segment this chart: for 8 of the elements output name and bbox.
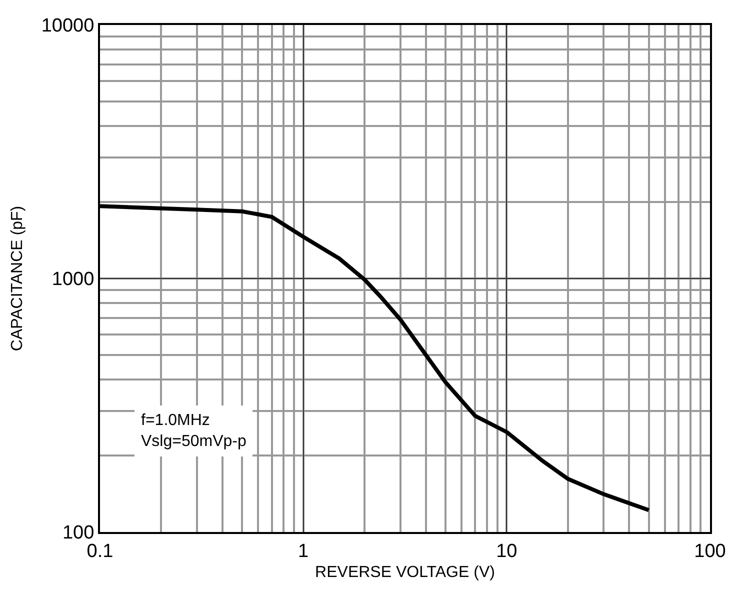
x-tick-label: 10 bbox=[496, 540, 518, 562]
x-tick-label: 1 bbox=[298, 540, 309, 562]
annotation: f=1.0MHz Vslg=50mVp-p bbox=[141, 412, 246, 450]
y-axis-title: CAPACITANCE (pF) bbox=[8, 206, 26, 352]
x-tick-label: 100 bbox=[694, 540, 726, 562]
x-axis-title: REVERSE VOLTAGE (V) bbox=[315, 564, 495, 581]
y-tick-label: 10000 bbox=[41, 16, 94, 37]
y-tick-label: 1000 bbox=[52, 269, 94, 290]
